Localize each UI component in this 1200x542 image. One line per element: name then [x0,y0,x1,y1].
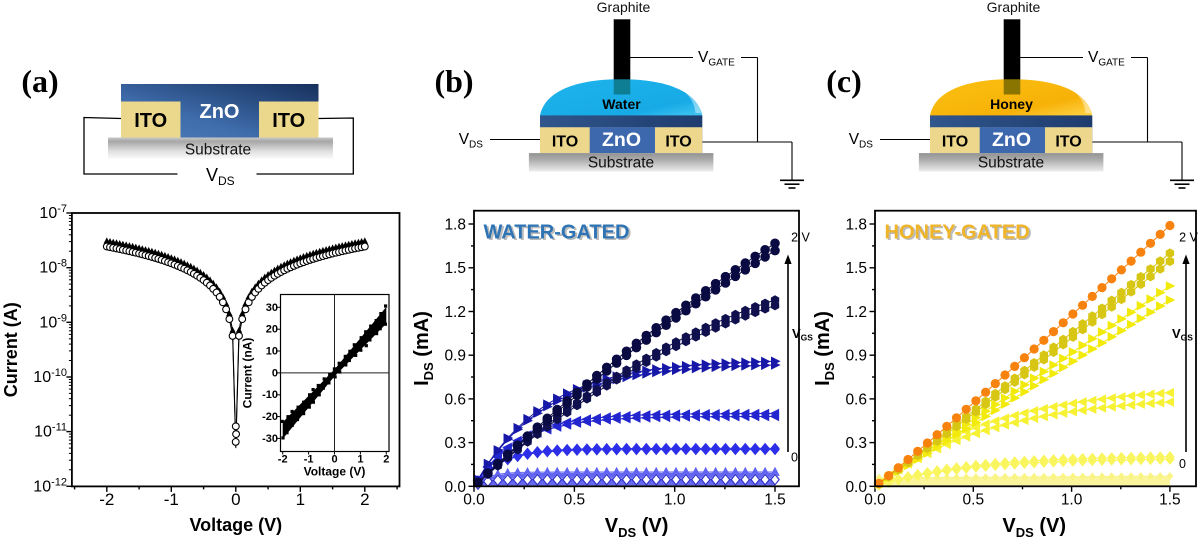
svg-text:Substrate: Substrate [978,155,1044,172]
svg-text:1.2: 1.2 [444,304,466,321]
svg-text:Current (A): Current (A) [1,302,21,397]
svg-text:Substrate: Substrate [588,155,654,172]
svg-text:0.9: 0.9 [444,348,466,365]
svg-text:WATER-GATED: WATER-GATED [486,223,632,245]
svg-text:0.3: 0.3 [444,435,466,452]
svg-text:0.6: 0.6 [845,391,867,408]
svg-text:10: 10 [266,346,278,358]
svg-text:-2: -2 [278,454,288,466]
svg-text:0.5: 0.5 [963,492,985,509]
svg-text:WATER-GATED: WATER-GATED [484,221,630,243]
svg-text:Voltage (V): Voltage (V) [189,515,282,535]
svg-text:1.8: 1.8 [845,217,867,234]
svg-text:1: 1 [296,490,305,509]
svg-text:2: 2 [383,454,389,466]
svg-text:2 V: 2 V [1179,231,1198,245]
svg-text:VDS (V): VDS (V) [605,515,669,540]
svg-text:Graphite: Graphite [987,0,1041,15]
svg-text:2: 2 [360,490,369,509]
svg-text:Current (nA): Current (nA) [241,338,255,409]
svg-text:ITO: ITO [1055,134,1081,151]
svg-text:(a): (a) [21,63,58,99]
svg-text:ITO: ITO [942,134,968,151]
svg-text:-2: -2 [99,490,114,509]
svg-text:0.5: 0.5 [564,492,586,509]
svg-text:0: 0 [331,454,337,466]
svg-text:0.9: 0.9 [845,348,867,365]
svg-text:-20: -20 [262,411,278,423]
svg-text:-30: -30 [262,433,278,445]
svg-text:Honey: Honey [990,96,1033,112]
svg-text:1.8: 1.8 [444,217,466,234]
svg-text:0: 0 [231,490,240,509]
svg-text:ZnO: ZnO [200,101,240,123]
svg-text:0.0: 0.0 [864,492,886,509]
svg-text:0.0: 0.0 [463,492,485,509]
svg-text:-10: -10 [262,389,278,401]
svg-text:Water: Water [602,96,641,112]
svg-text:30: 30 [266,302,278,314]
svg-text:Voltage (V): Voltage (V) [304,465,366,479]
svg-text:ITO: ITO [134,110,167,132]
svg-text:ITO: ITO [552,134,578,151]
svg-text:(b): (b) [434,63,473,99]
svg-text:0.0: 0.0 [845,479,867,496]
svg-text:ZnO: ZnO [992,129,1031,151]
svg-text:20: 20 [266,324,278,336]
svg-text:0.3: 0.3 [845,435,867,452]
svg-text:0: 0 [272,367,278,379]
svg-text:HONEY-GATED: HONEY-GATED [885,221,1030,243]
svg-text:-1: -1 [304,454,314,466]
svg-text:1.0: 1.0 [1061,492,1083,509]
svg-text:ZnO: ZnO [602,129,641,151]
svg-text:1: 1 [357,454,363,466]
svg-text:(c): (c) [826,63,862,99]
svg-text:2 V: 2 V [791,231,810,245]
svg-text:1.0: 1.0 [664,492,686,509]
svg-text:1.2: 1.2 [845,304,867,321]
svg-text:-1: -1 [164,490,179,509]
svg-text:0.6: 0.6 [444,391,466,408]
svg-text:ITO: ITO [665,134,691,151]
svg-text:0.0: 0.0 [444,479,466,496]
svg-text:1.5: 1.5 [845,260,867,277]
svg-text:1.5: 1.5 [764,492,786,509]
svg-text:VDS (V): VDS (V) [1002,515,1066,540]
svg-text:0: 0 [791,451,798,465]
svg-text:1.5: 1.5 [1159,492,1181,509]
svg-text:ITO: ITO [272,110,305,132]
svg-text:Substrate: Substrate [185,142,251,159]
svg-text:1.5: 1.5 [444,260,466,277]
svg-text:HONEY-GATED: HONEY-GATED [887,223,1032,245]
svg-text:0: 0 [1179,457,1186,471]
svg-text:Graphite: Graphite [597,0,651,15]
